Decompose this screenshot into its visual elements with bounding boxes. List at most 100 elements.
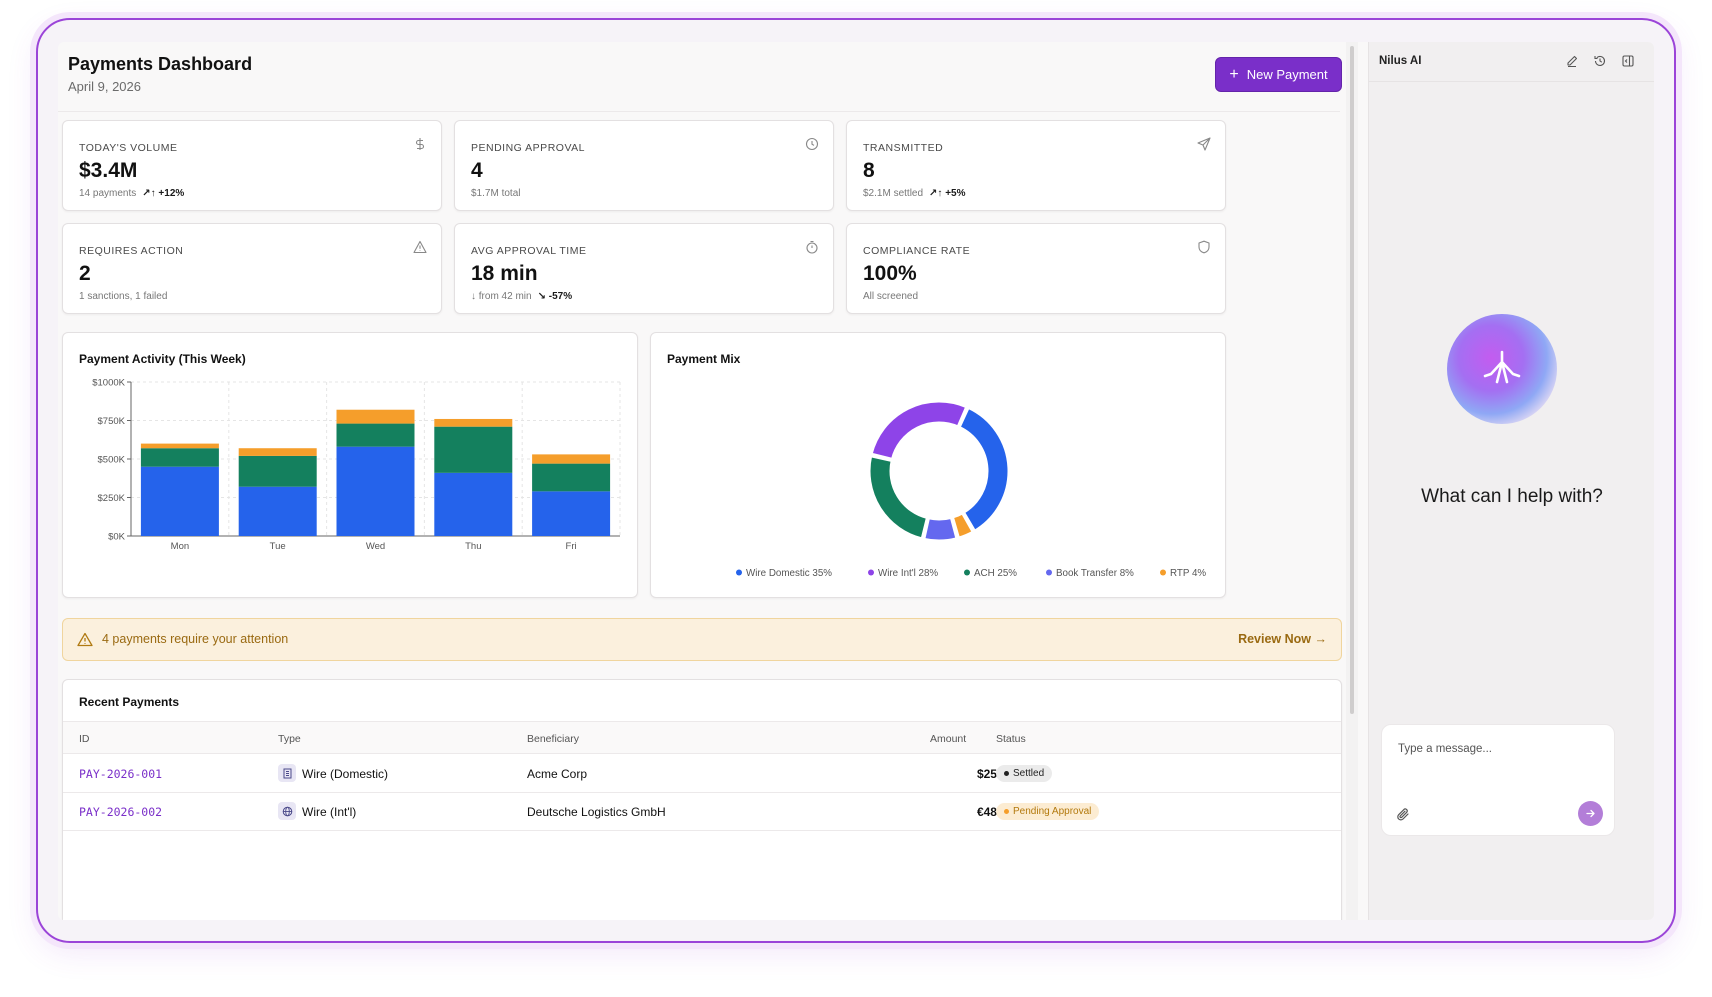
legend-label: ACH 25% xyxy=(974,568,1017,579)
message-input[interactable]: Type a message... xyxy=(1398,743,1492,755)
status-label: Settled xyxy=(1013,768,1045,779)
payment-id[interactable]: PAY-2026-002 xyxy=(79,805,163,819)
stat-card-compliance-rate[interactable]: Compliance Rate 100% All screened xyxy=(846,223,1226,314)
stat-label: Compliance Rate xyxy=(863,245,971,257)
payment-type: Wire (Int'l) xyxy=(302,805,357,819)
attachment-icon[interactable] xyxy=(1396,807,1411,822)
new-payment-label: New Payment xyxy=(1246,67,1328,82)
status-label: Pending Approval xyxy=(1013,806,1092,817)
shield-icon xyxy=(1198,240,1210,254)
history-icon[interactable] xyxy=(1593,54,1607,68)
stat-card-requires-action[interactable]: Requires Action 2 1 sanctions, 1 failed xyxy=(62,223,442,314)
stat-sub: All screened xyxy=(863,291,919,302)
stat-card-transmitted[interactable]: Transmitted 8 $2.1M settled ↗↑ +5% xyxy=(846,120,1226,211)
column-header-type[interactable]: Type xyxy=(278,733,301,745)
x-tick-label: Fri xyxy=(566,541,577,552)
table-header: ID Type Beneficiary Amount Status xyxy=(63,721,1341,754)
stat-sub: $1.7M total xyxy=(471,188,521,199)
stat-sub: 1 sanctions, 1 failed xyxy=(79,291,168,302)
stat-value: 8 xyxy=(863,159,875,182)
table-row[interactable]: PAY-2026-002 Wire (Int'l) Deutsche Logis… xyxy=(63,793,1341,831)
legend-swatch xyxy=(868,569,874,576)
legend-swatch xyxy=(964,569,970,576)
bank-icon xyxy=(278,764,296,782)
scrollbar-thumb[interactable] xyxy=(1350,46,1354,714)
arrow-right-icon xyxy=(1586,809,1595,818)
stat-label: Today's Volume xyxy=(79,142,178,154)
table-title: Recent Payments xyxy=(79,695,180,709)
y-tick-label: $0K xyxy=(108,532,126,543)
globe-icon xyxy=(278,802,296,820)
payment-id[interactable]: PAY-2026-001 xyxy=(79,767,163,781)
collapse-panel-icon[interactable] xyxy=(1621,54,1635,68)
stat-value: 100% xyxy=(863,262,917,285)
dollar-icon xyxy=(415,138,425,150)
warning-icon xyxy=(413,240,427,254)
message-composer[interactable]: Type a message... xyxy=(1381,724,1615,836)
stat-value: 4 xyxy=(471,159,483,182)
page-date: April 9, 2026 xyxy=(68,79,141,94)
payment-activity-card: Payment Activity (This Week) $0K $250K $50… xyxy=(62,332,638,598)
legend-label: Wire Int'l 28% xyxy=(878,568,938,579)
beneficiary: Acme Corp xyxy=(527,767,588,781)
clock-icon xyxy=(805,137,819,151)
stat-label: Requires Action xyxy=(79,245,184,257)
bar-segment xyxy=(336,423,415,447)
send-button[interactable] xyxy=(1578,801,1603,826)
column-header-status[interactable]: Status xyxy=(996,733,1026,745)
bar-segment xyxy=(532,491,611,536)
status-dot xyxy=(1004,809,1009,814)
stat-value: $3.4M xyxy=(79,159,138,182)
table-row[interactable]: PAY-2026-001 Wire (Domestic) Acme Corp $… xyxy=(63,755,1341,793)
bar-segment xyxy=(336,446,415,536)
ai-orb-logo xyxy=(1447,314,1557,424)
legend-swatch xyxy=(736,569,742,576)
recent-payments-card: Recent Payments ID Type Beneficiary Amou… xyxy=(62,679,1342,920)
attention-alert: 4 payments require your attention Review… xyxy=(62,618,1342,661)
stat-card-pending-approval[interactable]: Pending Approval 4 $1.7M total xyxy=(454,120,834,211)
donut-slice xyxy=(957,405,1011,534)
bar-segment xyxy=(140,466,219,536)
new-payment-button[interactable]: + New Payment xyxy=(1215,57,1342,92)
review-now-link[interactable]: Review Now → xyxy=(1238,632,1327,646)
stat-card-avg-approval-time[interactable]: Avg Approval Time 18 min ↓ from 42 min ↘ … xyxy=(454,223,834,314)
status-dot xyxy=(1004,771,1009,776)
stat-trend: ↗↑ +12% xyxy=(142,188,185,199)
y-tick-label: $500K xyxy=(98,455,126,466)
plus-icon: + xyxy=(1229,65,1239,83)
ai-panel-title: Nilus AI xyxy=(1379,55,1422,67)
donut-slice xyxy=(867,453,930,541)
bar-segment xyxy=(434,426,513,473)
page-header: Payments Dashboard April 9, 2026 + New P… xyxy=(58,42,1342,112)
stat-sub: 14 payments xyxy=(79,188,137,199)
bar-segment xyxy=(434,418,513,427)
column-header-amount[interactable]: Amount xyxy=(930,733,967,745)
donut-slice xyxy=(869,399,969,462)
bar-segment xyxy=(434,472,513,536)
x-tick-label: Mon xyxy=(171,541,189,552)
stat-sub: $2.1M settled xyxy=(863,188,924,199)
column-header-id[interactable]: ID xyxy=(79,733,90,745)
edit-icon[interactable] xyxy=(1565,54,1579,68)
donut-slice xyxy=(921,515,959,543)
status-badge: Pending Approval xyxy=(996,803,1100,820)
stat-card-todays-volume[interactable]: Today's Volume $3.4M 14 payments ↗↑ +12% xyxy=(62,120,442,211)
bar-segment xyxy=(532,454,611,464)
column-header-beneficiary[interactable]: Beneficiary xyxy=(527,733,579,745)
ai-greeting: What can I help with? xyxy=(1421,486,1603,507)
payment-activity-chart: $0K $250K $500K $750K $1000K Mon Tue Wed Thu Fri xyxy=(92,378,621,552)
stat-label: Transmitted xyxy=(863,142,944,154)
legend-swatch xyxy=(1046,569,1052,576)
x-tick-label: Wed xyxy=(366,541,385,552)
bar-segment xyxy=(532,463,611,492)
y-tick-label: $1000K xyxy=(92,378,125,389)
alert-text: 4 payments require your attention xyxy=(102,632,289,646)
stat-value: 2 xyxy=(79,262,91,285)
ai-assistant-panel: Nilus AI What can I help with? Type a me… xyxy=(1368,42,1654,920)
status-badge: Settled xyxy=(996,765,1053,782)
stat-value: 18 min xyxy=(471,262,538,285)
warning-icon xyxy=(77,632,93,647)
bar-segment xyxy=(238,455,317,487)
legend-label: Wire Domestic 35% xyxy=(746,568,832,579)
y-tick-label: $250K xyxy=(98,493,126,504)
